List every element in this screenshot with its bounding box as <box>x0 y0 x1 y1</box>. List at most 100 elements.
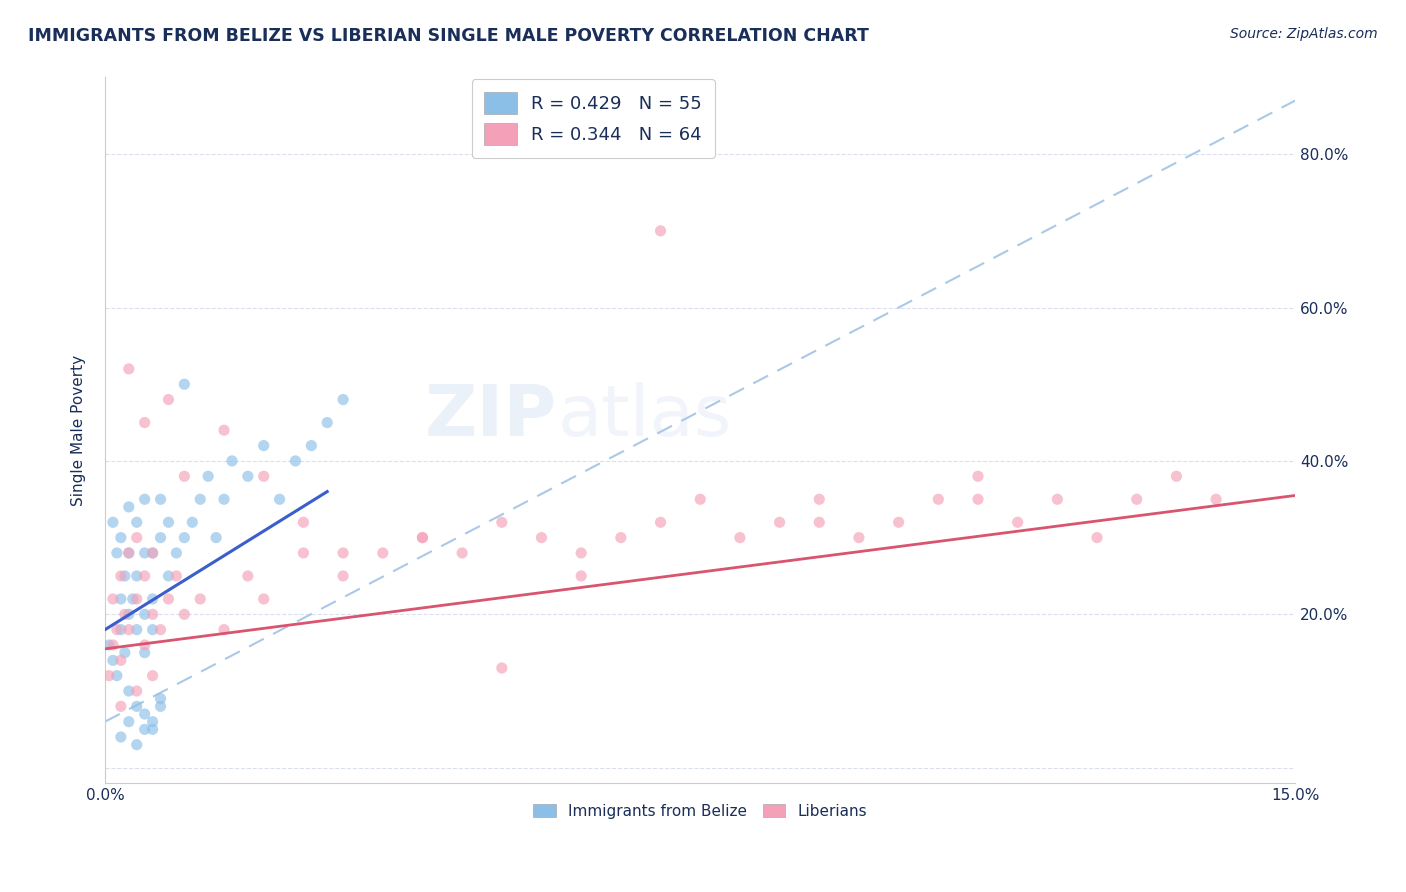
Point <box>967 469 990 483</box>
Point <box>125 738 148 752</box>
Point <box>101 516 124 530</box>
Point <box>125 531 148 545</box>
Point <box>173 607 195 622</box>
Point <box>197 469 219 483</box>
Point <box>491 516 513 530</box>
Point <box>173 469 195 483</box>
Point <box>149 623 172 637</box>
Point <box>848 531 870 545</box>
Point <box>253 591 276 606</box>
Point <box>236 569 259 583</box>
Point <box>316 416 339 430</box>
Point <box>110 653 132 667</box>
Point <box>299 439 322 453</box>
Text: atlas: atlas <box>557 382 731 450</box>
Point <box>142 714 165 729</box>
Point <box>134 569 156 583</box>
Point <box>188 492 211 507</box>
Point <box>125 516 148 530</box>
Point <box>97 668 120 682</box>
Point <box>101 638 124 652</box>
Point <box>134 546 156 560</box>
Point <box>157 392 180 407</box>
Point <box>165 546 187 560</box>
Point <box>1046 492 1069 507</box>
Point <box>332 569 354 583</box>
Point <box>142 607 165 622</box>
Point <box>1205 492 1227 507</box>
Point <box>142 591 165 606</box>
Point <box>118 684 141 698</box>
Point <box>253 439 276 453</box>
Point <box>134 706 156 721</box>
Point <box>173 377 195 392</box>
Point <box>411 531 433 545</box>
Point <box>768 516 790 530</box>
Point <box>134 723 156 737</box>
Point <box>118 500 141 514</box>
Point <box>101 591 124 606</box>
Point <box>650 224 672 238</box>
Point <box>157 591 180 606</box>
Point <box>101 653 124 667</box>
Point <box>569 569 592 583</box>
Point <box>118 546 141 560</box>
Point <box>125 623 148 637</box>
Point <box>157 516 180 530</box>
Point <box>134 492 156 507</box>
Point <box>1166 469 1188 483</box>
Point <box>121 591 143 606</box>
Point <box>205 531 228 545</box>
Point <box>118 546 141 560</box>
Point <box>134 607 156 622</box>
Point <box>808 492 831 507</box>
Text: IMMIGRANTS FROM BELIZE VS LIBERIAN SINGLE MALE POVERTY CORRELATION CHART: IMMIGRANTS FROM BELIZE VS LIBERIAN SINGL… <box>28 27 869 45</box>
Point <box>610 531 633 545</box>
Point <box>181 516 204 530</box>
Point <box>114 607 136 622</box>
Point <box>157 569 180 583</box>
Point <box>1085 531 1108 545</box>
Point <box>142 723 165 737</box>
Point <box>125 699 148 714</box>
Point <box>134 638 156 652</box>
Point <box>188 591 211 606</box>
Point <box>125 569 148 583</box>
Point <box>927 492 949 507</box>
Point <box>134 416 156 430</box>
Point <box>110 623 132 637</box>
Point <box>236 469 259 483</box>
Legend: Immigrants from Belize, Liberians: Immigrants from Belize, Liberians <box>527 797 873 825</box>
Point <box>451 546 474 560</box>
Point <box>125 591 148 606</box>
Point <box>491 661 513 675</box>
Point <box>332 392 354 407</box>
Point <box>212 492 235 507</box>
Point <box>97 638 120 652</box>
Point <box>125 684 148 698</box>
Point <box>114 569 136 583</box>
Point <box>118 362 141 376</box>
Point <box>269 492 291 507</box>
Text: Source: ZipAtlas.com: Source: ZipAtlas.com <box>1230 27 1378 41</box>
Point <box>118 623 141 637</box>
Point <box>332 546 354 560</box>
Point <box>292 546 315 560</box>
Point <box>142 546 165 560</box>
Point <box>110 591 132 606</box>
Point <box>149 691 172 706</box>
Point <box>134 646 156 660</box>
Point <box>292 516 315 530</box>
Point <box>173 531 195 545</box>
Point <box>689 492 711 507</box>
Point <box>1125 492 1147 507</box>
Point <box>149 492 172 507</box>
Point <box>728 531 751 545</box>
Point <box>212 423 235 437</box>
Point <box>118 607 141 622</box>
Point <box>149 531 172 545</box>
Point <box>371 546 394 560</box>
Point <box>105 623 128 637</box>
Point <box>221 454 243 468</box>
Point <box>212 623 235 637</box>
